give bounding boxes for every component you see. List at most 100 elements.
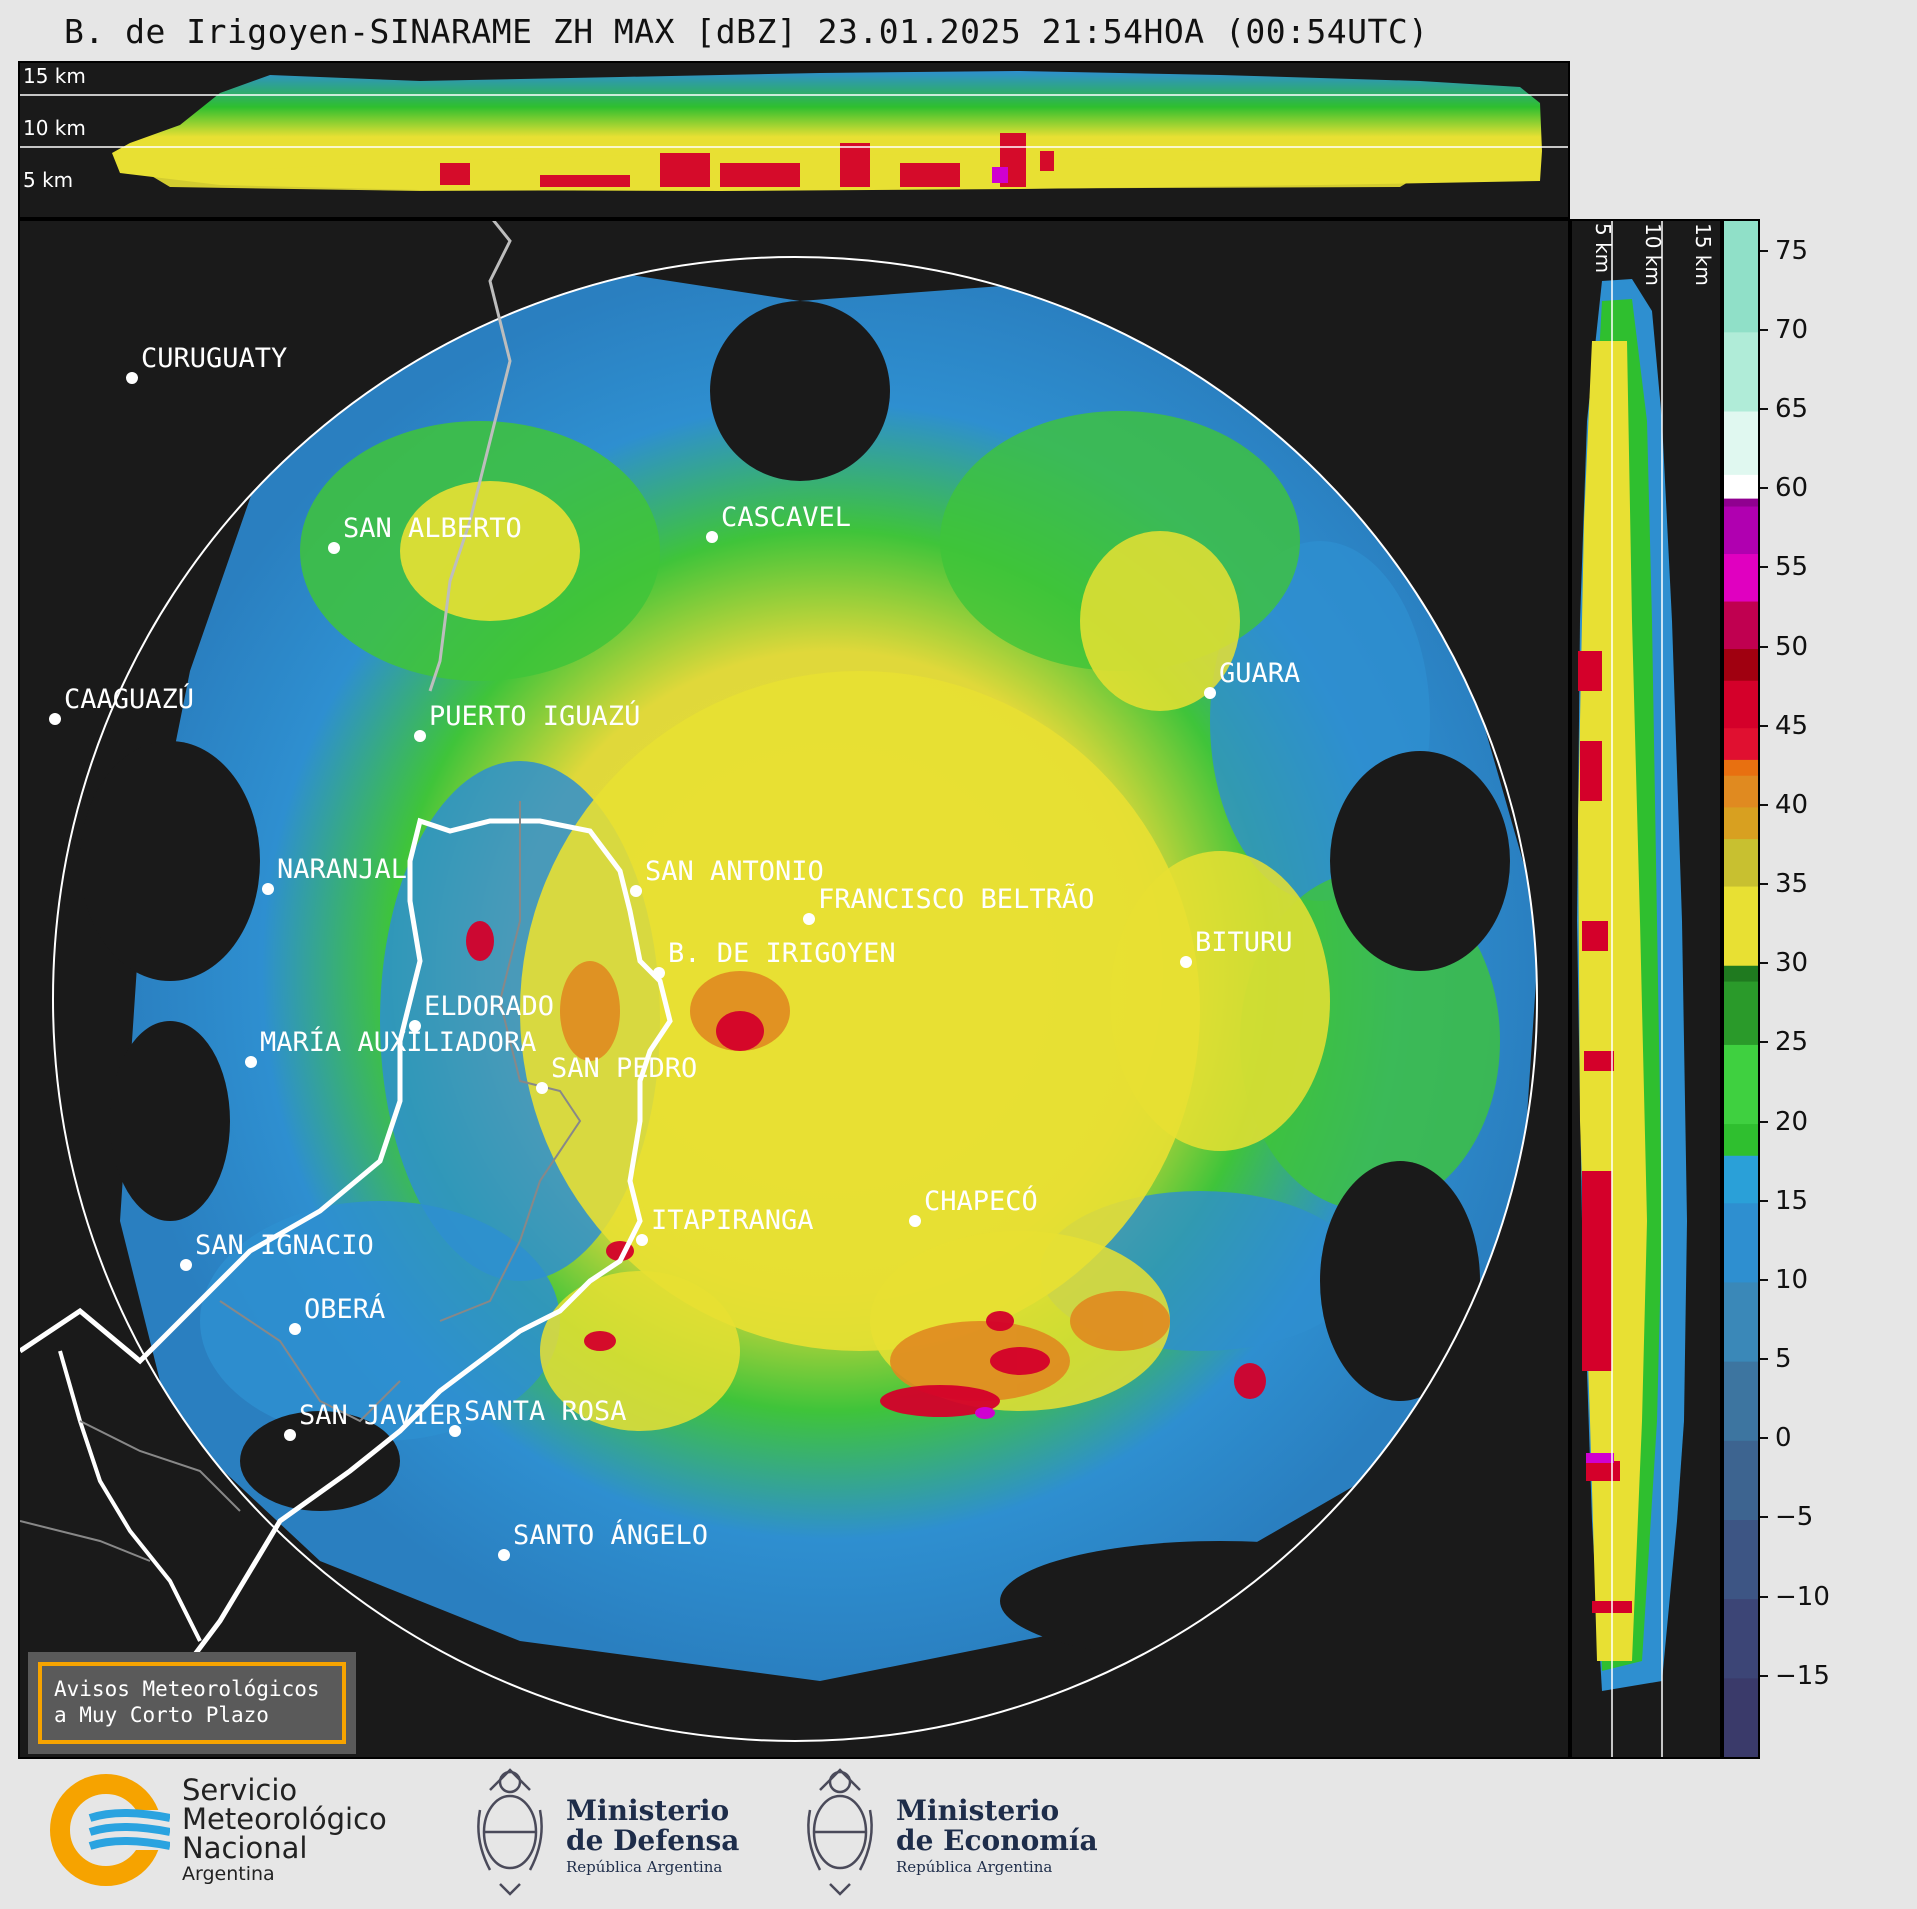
colorbar-tick-mark — [1760, 645, 1768, 648]
colorbar-segment — [1724, 411, 1758, 475]
colorbar-segment — [1724, 506, 1758, 555]
city-itapiranga: ITAPIRANGA — [636, 1205, 814, 1246]
colorbar-segment — [1724, 806, 1758, 840]
city-san-pedro: SAN PEDRO — [536, 1053, 697, 1094]
smn-logo — [50, 1774, 170, 1886]
colorbar-tick-label: 25 — [1775, 1027, 1809, 1058]
economia-escudo-icon — [800, 1760, 880, 1898]
side-altitude-15km: 15 km — [1691, 223, 1715, 286]
city-chapeco: CHAPECÓ — [909, 1185, 1038, 1227]
colorbar-segment — [1724, 221, 1758, 333]
radar-map: CURUGUATY SAN ALBERTO CASCAVEL CAAGUAZÚ … — [20, 221, 1538, 1742]
smn-text-4: Argentina — [182, 1863, 275, 1885]
altitude-label-5km: 5 km — [23, 168, 73, 192]
colorbar-tick-mark — [1760, 1041, 1768, 1044]
city-guara: GUARA — [1204, 658, 1300, 699]
colorbar-tick-mark — [1760, 1278, 1768, 1281]
colorbar-segment — [1724, 680, 1758, 729]
colorbar-tick-label: 50 — [1775, 631, 1809, 662]
colorbar-tick-label: −15 — [1775, 1660, 1830, 1691]
radar-map-panel: CURUGUATY SAN ALBERTO CASCAVEL CAAGUAZÚ … — [18, 219, 1570, 1759]
top-profile-panel: 15 km 10 km 5 km — [18, 61, 1570, 219]
economia-text-1: Ministerio — [896, 1794, 1060, 1827]
city-obera: OBERÁ — [289, 1293, 385, 1335]
colorbar-segment — [1724, 775, 1758, 808]
colorbar-segment — [1724, 886, 1758, 966]
economia-text-2: de Economía — [896, 1824, 1098, 1857]
city-san-antonio: SAN ANTONIO — [630, 856, 824, 897]
colorbar-segment — [1724, 474, 1758, 499]
colorbar-tick-mark — [1760, 1595, 1768, 1598]
city-eldorado: ELDORADO — [409, 991, 554, 1032]
colorbar-tick-mark — [1760, 328, 1768, 331]
altitude-label-10km: 10 km — [23, 116, 86, 140]
altitude-label-15km: 15 km — [23, 64, 86, 88]
city-san-javier: SAN JAVIER — [284, 1400, 462, 1441]
colorbar-segment — [1724, 1123, 1758, 1156]
colorbar-tick-mark — [1760, 1358, 1768, 1361]
colorbar-tick-mark — [1760, 1516, 1768, 1519]
svg-text:SANTO ÁNGELO: SANTO ÁNGELO — [513, 1519, 708, 1551]
city-curuguaty: CURUGUATY — [126, 343, 287, 384]
side-profile-plot: 5 km 10 km 15 km — [1577, 221, 1715, 1757]
colorbar-tick-mark — [1760, 962, 1768, 965]
colorbar-segment — [1724, 1202, 1758, 1283]
colorbar-segment — [1724, 331, 1758, 412]
side-altitude-5km: 5 km — [1591, 223, 1615, 273]
city-santo-angelo: SANTO ÁNGELO — [498, 1519, 708, 1561]
svg-text:SAN ANTONIO: SAN ANTONIO — [645, 856, 824, 887]
colorbar-segment — [1724, 981, 1758, 1045]
svg-text:ELDORADO: ELDORADO — [424, 991, 554, 1022]
colorbar — [1722, 219, 1760, 1759]
city-b-de-irigoyen: B. DE IRIGOYEN — [653, 938, 896, 979]
colorbar-tick-label: 70 — [1775, 314, 1809, 345]
city-caaguazu: CAAGUAZÚ — [49, 683, 194, 725]
defensa-text-1: Ministerio — [566, 1794, 730, 1827]
colorbar-segment — [1724, 553, 1758, 602]
colorbar-tick-label: 60 — [1775, 473, 1809, 504]
defensa-escudo-icon — [470, 1760, 550, 1898]
colorbar-gradient — [1724, 221, 1758, 1757]
colorbar-tick-label: 0 — [1775, 1423, 1792, 1454]
colorbar-segment — [1724, 1519, 1758, 1600]
colorbar-segment — [1724, 1044, 1758, 1125]
colorbar-tick-label: 30 — [1775, 948, 1809, 979]
colorbar-segment — [1724, 1598, 1758, 1679]
colorbar-tick-mark — [1760, 249, 1768, 252]
economia-text-3: República Argentina — [896, 1858, 1053, 1876]
city-bituru: BITURU — [1180, 927, 1293, 968]
page-title: B. de Irigoyen-SINARAME ZH MAX [dBZ] 23.… — [64, 12, 1429, 51]
colorbar-tick-label: 20 — [1775, 1106, 1809, 1137]
colorbar-tick-mark — [1760, 803, 1768, 806]
colorbar-tick-mark — [1760, 408, 1768, 411]
svg-text:ITAPIRANGA: ITAPIRANGA — [651, 1205, 814, 1236]
colorbar-tick-label: 35 — [1775, 869, 1809, 900]
city-markers: CURUGUATY SAN ALBERTO CASCAVEL CAAGUAZÚ … — [49, 343, 1300, 1561]
svg-text:MARÍA AUXILIADORA: MARÍA AUXILIADORA — [260, 1026, 536, 1058]
city-cascavel: CASCAVEL — [706, 502, 851, 543]
colorbar-segment — [1724, 838, 1758, 887]
smn-text-3: Nacional — [182, 1831, 308, 1865]
smn-text-1: Servicio — [182, 1773, 298, 1807]
colorbar-tick-label: 15 — [1775, 1185, 1809, 1216]
colorbar-segment — [1724, 965, 1758, 982]
colorbar-tick-mark — [1760, 1199, 1768, 1202]
avisos-box[interactable]: Avisos Meteorológicos a Muy Corto Plazo — [28, 1652, 356, 1754]
colorbar-segment — [1724, 759, 1758, 776]
svg-text:PUERTO IGUAZÚ: PUERTO IGUAZÚ — [429, 700, 640, 732]
colorbar-segment — [1724, 1281, 1758, 1362]
colorbar-tick-label: −5 — [1775, 1502, 1814, 1533]
side-altitude-10km: 10 km — [1641, 223, 1665, 286]
colorbar-tick-label: 5 — [1775, 1344, 1792, 1375]
colorbar-tick-label: 10 — [1775, 1264, 1809, 1295]
avisos-line1: Avisos Meteorológicos — [54, 1677, 320, 1701]
colorbar-segment — [1724, 1677, 1758, 1757]
defensa-text-3: República Argentina — [566, 1858, 723, 1876]
defensa-text-2: de Defensa — [566, 1824, 740, 1857]
colorbar-segment — [1724, 1440, 1758, 1520]
city-francisco-beltrao: FRANCISCO BELTRÃO — [803, 883, 1094, 925]
colorbar-tick-label: 45 — [1775, 710, 1809, 741]
city-santa-rosa: SANTA ROSA — [449, 1396, 627, 1437]
svg-text:SANTA ROSA: SANTA ROSA — [464, 1396, 627, 1427]
reflectivity-field — [80, 261, 1537, 1681]
